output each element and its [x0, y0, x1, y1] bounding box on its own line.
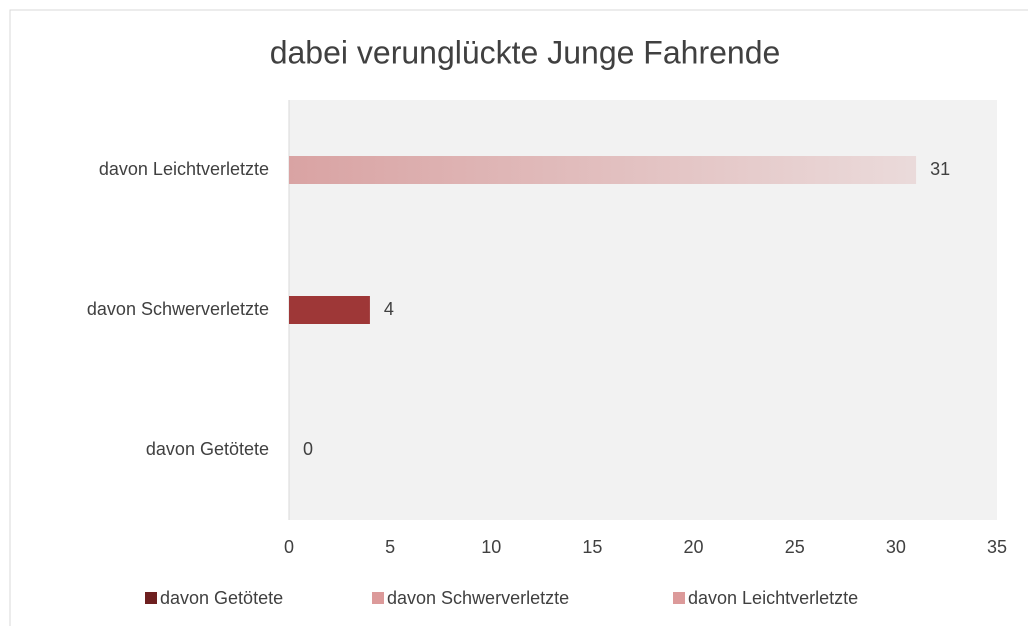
x-tick-label: 15	[582, 537, 602, 557]
data-label: 31	[930, 159, 950, 179]
x-tick-label: 30	[886, 537, 906, 557]
x-tick-label: 10	[481, 537, 501, 557]
y-tick-label: davon Leichtverletzte	[99, 159, 269, 179]
legend-label: davon Leichtverletzte	[688, 588, 858, 608]
y-tick-label: davon Getötete	[146, 439, 269, 459]
y-tick-label: davon Schwerverletzte	[87, 299, 269, 319]
x-tick-label: 20	[684, 537, 704, 557]
data-label: 4	[384, 299, 394, 319]
legend-swatch	[673, 592, 685, 604]
legend-swatch	[145, 592, 157, 604]
data-label: 0	[303, 439, 313, 459]
x-tick-label: 5	[385, 537, 395, 557]
bar	[289, 156, 917, 184]
x-tick-label: 0	[284, 537, 294, 557]
legend-label: davon Schwerverletzte	[387, 588, 569, 608]
x-tick-label: 35	[987, 537, 1007, 557]
x-tick-label: 25	[785, 537, 805, 557]
bar	[289, 296, 370, 324]
chart-title: dabei verunglückte Junge Fahrende	[270, 34, 781, 70]
legend-swatch	[372, 592, 384, 604]
legend-label: davon Getötete	[160, 588, 283, 608]
